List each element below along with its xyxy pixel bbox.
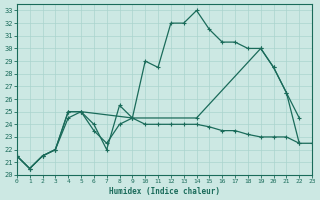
X-axis label: Humidex (Indice chaleur): Humidex (Indice chaleur) [109,187,220,196]
